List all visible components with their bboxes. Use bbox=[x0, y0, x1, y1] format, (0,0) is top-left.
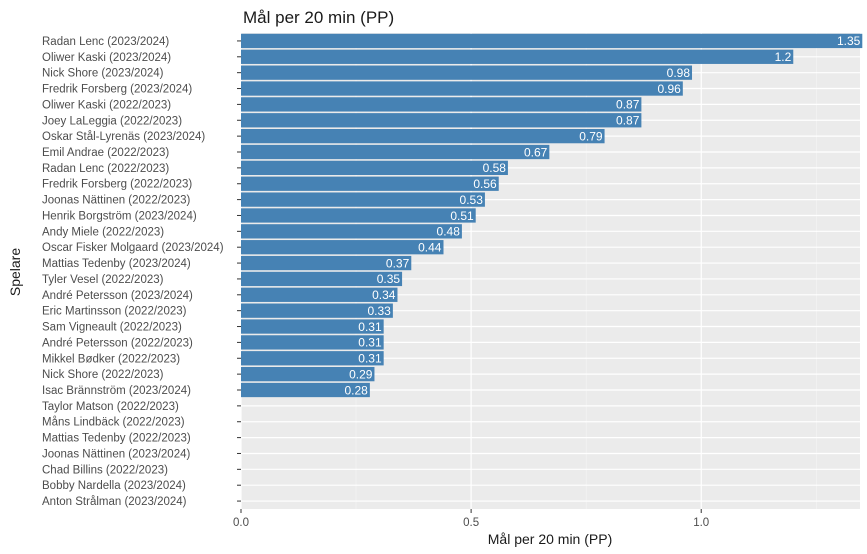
bar-value-label: 0.87 bbox=[616, 98, 640, 112]
bar bbox=[241, 208, 476, 223]
y-tick-label: Mikkel Bødker (2022/2023) bbox=[42, 353, 180, 365]
bar bbox=[241, 351, 384, 366]
bar-value-label: 0.58 bbox=[483, 161, 507, 175]
bar-value-label: 0.48 bbox=[437, 225, 461, 239]
bar-value-label: 1.2 bbox=[775, 50, 792, 64]
y-tick-label: Joonas Nättinen (2022/2023) bbox=[42, 195, 190, 207]
y-tick-label: Chad Billins (2022/2023) bbox=[42, 464, 168, 476]
y-tick-label: Mattias Tedenby (2022/2023) bbox=[42, 433, 191, 445]
bar-value-label: 0.34 bbox=[372, 288, 396, 302]
chart-title: Mål per 20 min (PP) bbox=[243, 8, 394, 27]
bar bbox=[241, 303, 393, 318]
y-tick-label: Bobby Nardella (2023/2024) bbox=[42, 480, 186, 492]
bar-value-label: 0.56 bbox=[473, 177, 497, 191]
y-tick-label: Henrik Borgström (2023/2024) bbox=[42, 210, 197, 222]
bar bbox=[241, 240, 444, 255]
bar bbox=[241, 271, 403, 287]
y-tick-label: Sam Vigneault (2022/2023) bbox=[42, 322, 182, 334]
bar bbox=[241, 192, 485, 207]
y-tick-label: Eric Martinsson (2022/2023) bbox=[42, 306, 187, 318]
y-axis-title: Spelare bbox=[7, 248, 23, 296]
x-tick-label: 0.0 bbox=[233, 517, 249, 529]
y-axis: Radan Lenc (2023/2024) Oliwer Kaski (2023… bbox=[42, 36, 241, 508]
y-tick-label: Isac Brännström (2023/2024) bbox=[42, 385, 191, 397]
y-tick-label: Oskar Stål-Lyrenäs (2023/2024) bbox=[42, 131, 205, 143]
bar bbox=[241, 33, 863, 49]
bar-value-label: 0.67 bbox=[524, 145, 548, 159]
y-tick-label: Mattias Tedenby (2023/2024) bbox=[42, 258, 191, 270]
bar bbox=[241, 113, 642, 128]
bar bbox=[241, 144, 550, 160]
bar bbox=[241, 287, 398, 302]
bar-value-label: 0.96 bbox=[657, 82, 681, 96]
bar bbox=[241, 366, 375, 382]
bar bbox=[241, 49, 794, 64]
bar-value-label: 0.87 bbox=[616, 114, 640, 128]
y-tick-label: André Petersson (2022/2023) bbox=[42, 337, 193, 349]
bar-value-label: 0.53 bbox=[460, 193, 484, 207]
bar bbox=[241, 319, 384, 334]
y-tick-label: Emil Andrae (2022/2023) bbox=[42, 147, 169, 159]
y-tick-label: Nick Shore (2023/2024) bbox=[42, 68, 164, 80]
y-tick-label: Anton Strålman (2023/2024) bbox=[42, 496, 187, 508]
bar bbox=[241, 81, 683, 96]
y-tick-label: Oliwer Kaski (2023/2024) bbox=[42, 52, 171, 64]
y-tick-label: Joey LaLeggia (2022/2023) bbox=[42, 115, 182, 127]
bars bbox=[241, 33, 863, 398]
y-tick-label: Oscar Fisker Molgaard (2023/2024) bbox=[42, 242, 224, 254]
bar bbox=[241, 176, 499, 191]
bar-value-label: 1.35 bbox=[837, 34, 861, 48]
x-tick-label: 0.5 bbox=[463, 517, 479, 529]
y-tick-label: Oliwer Kaski (2022/2023) bbox=[42, 99, 171, 111]
bar bbox=[241, 128, 605, 144]
bar bbox=[241, 255, 412, 271]
plot-panel bbox=[241, 33, 860, 509]
bar-value-label: 0.98 bbox=[667, 66, 691, 80]
bar-value-label: 0.79 bbox=[579, 129, 603, 143]
x-tick-label: 1.0 bbox=[693, 517, 709, 529]
y-tick-label: Måns Lindbäck (2022/2023) bbox=[42, 417, 185, 429]
y-tick-label: Radan Lenc (2022/2023) bbox=[42, 163, 169, 175]
bar-value-label: 0.29 bbox=[349, 367, 373, 381]
bar bbox=[241, 335, 384, 350]
y-tick-label: Joonas Nättinen (2023/2024) bbox=[42, 448, 190, 460]
bar-value-label: 0.37 bbox=[386, 256, 410, 270]
y-tick-label: Radan Lenc (2023/2024) bbox=[42, 36, 169, 48]
bar bbox=[241, 382, 370, 398]
bar-value-label: 0.31 bbox=[358, 336, 382, 350]
y-tick-label: Tyler Vesel (2022/2023) bbox=[42, 274, 164, 286]
bar-value-label: 0.28 bbox=[345, 383, 369, 397]
bar-value-label: 0.51 bbox=[450, 209, 474, 223]
bar-value-label: 0.33 bbox=[368, 304, 392, 318]
y-tick-label: Fredrik Forsberg (2022/2023) bbox=[42, 179, 192, 191]
bar bbox=[241, 97, 642, 112]
bar bbox=[241, 224, 462, 239]
y-tick-label: Andy Miele (2022/2023) bbox=[42, 226, 164, 238]
value-labels: 1.35 1.2 0.98 0.96 0.87 0.87 0.79 0.67 0.58 0.56 0… bbox=[345, 34, 861, 397]
y-tick-label: Nick Shore (2022/2023) bbox=[42, 369, 164, 381]
y-tick-label: André Petersson (2023/2024) bbox=[42, 290, 193, 302]
x-axis: 0.0 0.5 1.0 bbox=[233, 509, 709, 529]
y-tick-label: Taylor Matson (2022/2023) bbox=[42, 401, 179, 413]
bar-value-label: 0.35 bbox=[377, 272, 401, 286]
bar bbox=[241, 160, 508, 176]
bar-value-label: 0.44 bbox=[418, 241, 442, 255]
bar-value-label: 0.31 bbox=[358, 320, 382, 334]
bar bbox=[241, 65, 693, 80]
y-tick-label: Fredrik Forsberg (2023/2024) bbox=[42, 84, 192, 96]
x-axis-title: Mål per 20 min (PP) bbox=[488, 531, 612, 547]
bar-value-label: 0.31 bbox=[358, 352, 382, 366]
